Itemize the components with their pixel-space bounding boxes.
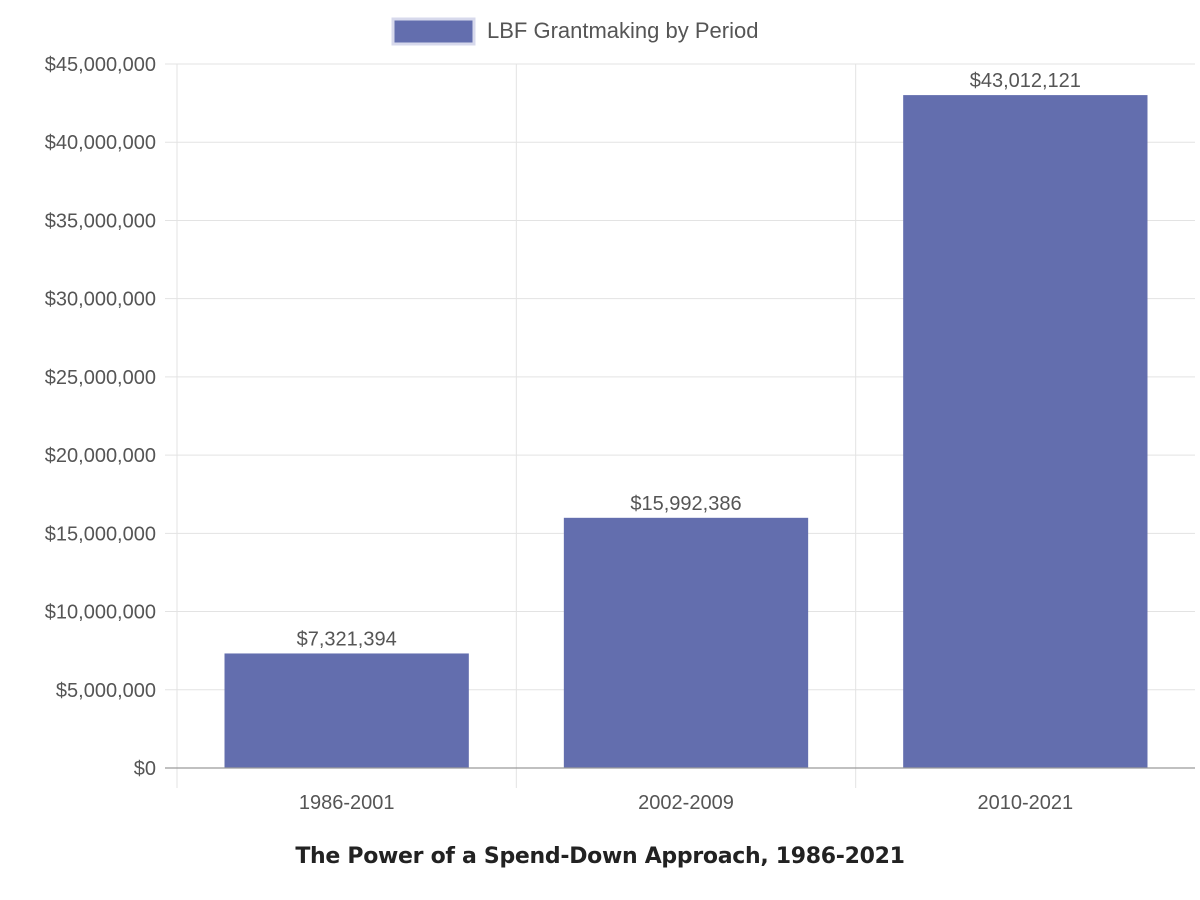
x-tick-label: 2010-2021 [978,792,1074,814]
y-tick-label: $40,000,000 [45,132,156,154]
legend-swatch[interactable] [391,17,476,46]
data-labels: $7,321,394 $15,992,386 $43,012,121 [297,70,1081,650]
y-tick-label: $35,000,000 [45,210,156,232]
data-label: $43,012,121 [970,70,1081,92]
y-tick-label: $30,000,000 [45,289,156,311]
data-label: $7,321,394 [297,628,397,650]
legend-label[interactable]: LBF Grantmaking by Period [487,18,758,43]
x-tick-labels: 1986-2001 2002-2009 2010-2021 [299,792,1073,814]
bar-2002-2009[interactable] [563,517,809,768]
x-tick-label: 1986-2001 [299,792,395,814]
x-tick-label: 2002-2009 [638,792,734,814]
legend[interactable]: LBF Grantmaking by Period [391,17,758,46]
y-tick-label: $0 [134,758,156,780]
data-label: $15,992,386 [630,493,741,515]
y-tick-label: $5,000,000 [56,680,156,702]
y-tick-label: $45,000,000 [45,54,156,76]
bar-2010-2021[interactable] [903,95,1148,769]
y-tick-label: $10,000,000 [45,602,156,624]
y-tick-label: $25,000,000 [45,367,156,389]
bar-1986-2001[interactable] [224,653,469,768]
y-tick-label: $20,000,000 [45,445,156,467]
chart-title: The Power of a Spend-Down Approach, 1986… [295,844,905,869]
bars [224,95,1148,769]
y-tick-label: $15,000,000 [45,523,156,545]
grid-lines [165,63,1195,788]
y-tick-labels: $0 $5,000,000 $10,000,000 $15,000,000 $20,00… [45,54,156,780]
